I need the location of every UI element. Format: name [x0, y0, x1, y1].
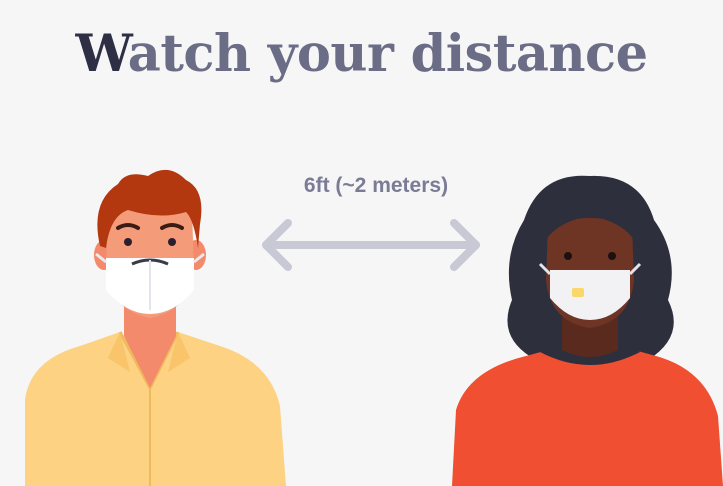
title-first-letter: W — [75, 24, 128, 84]
person-left-illustration — [25, 169, 286, 486]
person-right-illustration — [452, 175, 723, 486]
title-rest: atch your distance — [127, 24, 648, 84]
double-arrow-icon — [262, 219, 480, 271]
page-title: Watch your distance — [0, 24, 723, 84]
distance-label: 6ft (~2 meters) — [303, 174, 449, 197]
